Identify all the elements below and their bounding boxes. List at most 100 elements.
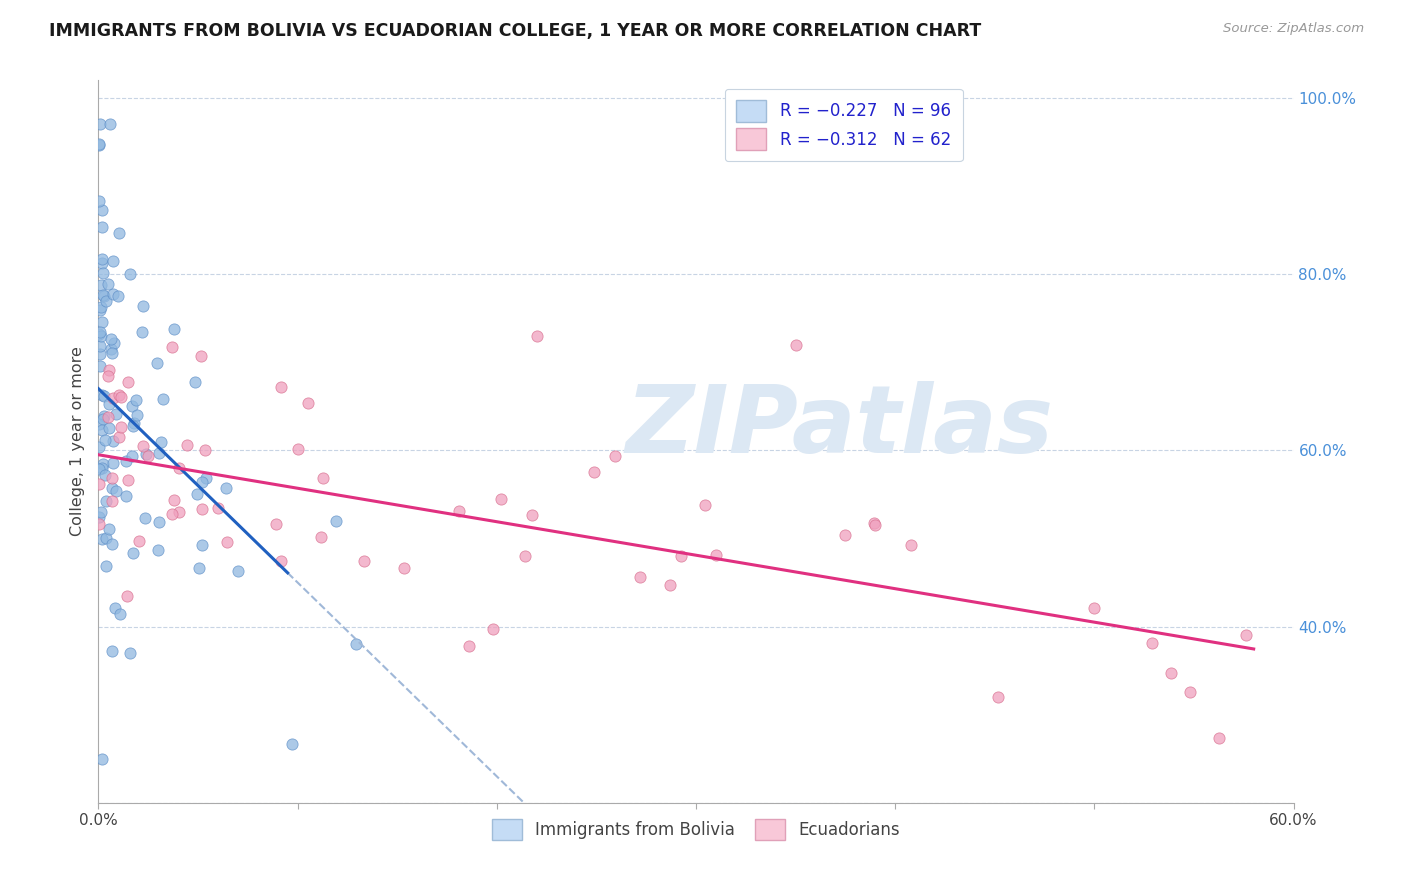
Point bbox=[115, 453, 138, 467]
Point bbox=[120, 267, 142, 281]
Point bbox=[101, 434, 124, 448]
Point bbox=[90, 252, 112, 267]
Point bbox=[312, 471, 335, 485]
Point bbox=[148, 446, 170, 460]
Point bbox=[98, 363, 121, 377]
Point bbox=[281, 737, 304, 751]
Point bbox=[135, 447, 157, 461]
Point bbox=[90, 423, 112, 437]
Point bbox=[146, 356, 169, 370]
Point bbox=[90, 315, 112, 329]
Point bbox=[176, 438, 198, 452]
Point bbox=[900, 538, 922, 552]
Point bbox=[94, 494, 117, 508]
Point bbox=[97, 409, 120, 424]
Point bbox=[1160, 665, 1182, 680]
Point bbox=[671, 549, 693, 563]
Point bbox=[603, 449, 626, 463]
Point bbox=[190, 349, 212, 363]
Point bbox=[91, 219, 114, 234]
Point bbox=[89, 326, 111, 340]
Point bbox=[104, 600, 127, 615]
Text: ZIPatlas: ZIPatlas bbox=[626, 381, 1053, 473]
Point bbox=[226, 564, 249, 578]
Point bbox=[489, 491, 512, 506]
Point bbox=[297, 396, 319, 410]
Point bbox=[93, 409, 115, 424]
Point bbox=[105, 407, 128, 421]
Point bbox=[163, 492, 186, 507]
Point bbox=[94, 558, 117, 573]
Point bbox=[704, 548, 727, 562]
Point bbox=[98, 421, 121, 435]
Point bbox=[101, 391, 124, 405]
Point bbox=[458, 639, 481, 653]
Point bbox=[526, 328, 548, 343]
Point bbox=[90, 300, 112, 314]
Point bbox=[103, 335, 125, 350]
Point bbox=[87, 138, 110, 153]
Point bbox=[87, 136, 110, 151]
Point bbox=[90, 388, 112, 402]
Point bbox=[1180, 684, 1202, 698]
Point bbox=[117, 473, 139, 487]
Point bbox=[93, 288, 115, 302]
Point bbox=[184, 376, 207, 390]
Point bbox=[125, 392, 148, 407]
Point bbox=[515, 549, 537, 564]
Point bbox=[287, 442, 309, 457]
Point bbox=[97, 277, 120, 292]
Point bbox=[132, 439, 155, 453]
Point bbox=[101, 481, 124, 495]
Point bbox=[91, 266, 114, 280]
Point bbox=[214, 481, 236, 495]
Text: Source: ZipAtlas.com: Source: ZipAtlas.com bbox=[1223, 22, 1364, 36]
Point bbox=[91, 752, 114, 766]
Point bbox=[167, 505, 190, 519]
Point bbox=[325, 515, 347, 529]
Point bbox=[834, 527, 856, 541]
Point bbox=[121, 418, 143, 433]
Point bbox=[101, 537, 124, 551]
Point bbox=[87, 477, 110, 491]
Point bbox=[160, 340, 183, 354]
Point bbox=[121, 399, 143, 413]
Point bbox=[89, 347, 111, 361]
Point bbox=[101, 494, 124, 508]
Point bbox=[89, 359, 111, 374]
Point bbox=[89, 462, 111, 476]
Point bbox=[90, 202, 112, 217]
Point bbox=[108, 226, 131, 240]
Point bbox=[863, 518, 886, 533]
Point bbox=[97, 368, 120, 383]
Point bbox=[121, 450, 143, 464]
Point bbox=[89, 417, 111, 431]
Point bbox=[583, 465, 606, 479]
Point bbox=[91, 412, 114, 426]
Point bbox=[87, 440, 110, 454]
Point bbox=[97, 522, 120, 536]
Point bbox=[94, 468, 117, 483]
Point bbox=[195, 471, 218, 485]
Point bbox=[89, 117, 111, 131]
Point bbox=[264, 517, 287, 532]
Point bbox=[108, 388, 131, 402]
Point bbox=[987, 690, 1010, 704]
Point bbox=[100, 342, 122, 356]
Point bbox=[87, 327, 110, 342]
Point bbox=[110, 390, 132, 404]
Point bbox=[169, 460, 191, 475]
Point bbox=[131, 299, 153, 313]
Legend: Immigrants from Bolivia, Ecuadorians: Immigrants from Bolivia, Ecuadorians bbox=[484, 811, 908, 848]
Point bbox=[344, 637, 367, 651]
Point bbox=[91, 256, 114, 270]
Point bbox=[94, 531, 117, 545]
Point bbox=[134, 511, 156, 525]
Point bbox=[90, 328, 112, 343]
Point bbox=[447, 504, 470, 518]
Point bbox=[1208, 731, 1230, 745]
Point bbox=[91, 457, 114, 471]
Point bbox=[163, 322, 186, 336]
Point bbox=[87, 510, 110, 524]
Point bbox=[122, 417, 145, 431]
